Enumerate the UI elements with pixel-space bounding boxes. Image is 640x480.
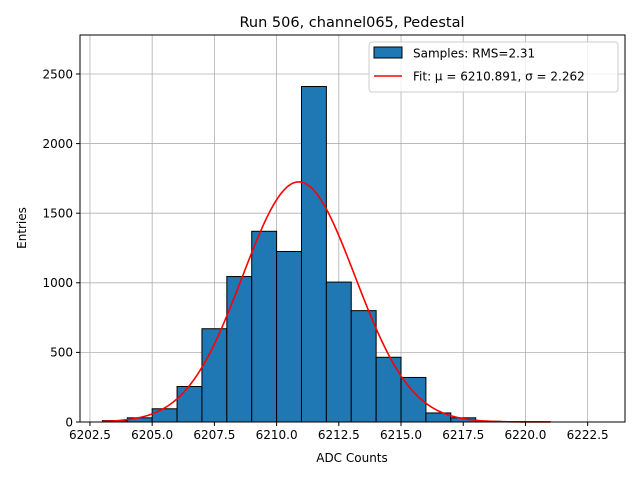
- legend-box: [368, 41, 619, 93]
- grid: [80, 35, 625, 423]
- histogram-bar-8: [300, 86, 327, 423]
- histogram-bar-2: [151, 408, 178, 423]
- x-tick-label-1: 6205.0: [131, 428, 173, 442]
- x-tick-label-8: 6222.5: [567, 428, 609, 442]
- y-axis-ticks: 0 500 1000 1500 2000 2500: [42, 67, 80, 429]
- y-tick-label-5: 2500: [42, 67, 73, 81]
- y-axis-label: Entries: [15, 207, 29, 249]
- x-axis-label: ADC Counts: [316, 451, 388, 465]
- legend: Samples: RMS=2.31 Fit: μ = 6210.891, σ =…: [368, 41, 619, 93]
- histogram-bars: [101, 86, 551, 423]
- x-tick-label-7: 6220.0: [504, 428, 546, 442]
- histogram-bar-6: [251, 230, 278, 423]
- legend-fit-label: Fit: μ = 6210.891, σ = 2.262: [413, 70, 585, 84]
- y-tick-label-0: 0: [65, 415, 73, 429]
- x-axis-ticks: 6202.5 6205.0 6207.5 6210.0 6212.5 6215.0 6217…: [69, 422, 609, 442]
- legend-histogram-swatch: [373, 46, 403, 59]
- x-tick-label-0: 6202.5: [69, 428, 111, 442]
- histogram-bar-11: [375, 356, 402, 423]
- histogram-bar-5: [226, 276, 253, 423]
- y-tick-label-4: 2000: [42, 137, 73, 151]
- x-tick-label-2: 6207.5: [193, 428, 235, 442]
- histogram-bar-10: [350, 310, 377, 423]
- x-tick-label-5: 6215.0: [380, 428, 422, 442]
- x-tick-label-6: 6217.5: [442, 428, 484, 442]
- chart-title: Run 506, channel065, Pedestal: [239, 15, 464, 31]
- y-tick-label-1: 500: [50, 346, 73, 360]
- x-tick-label-4: 6212.5: [318, 428, 360, 442]
- histogram-bar-9: [325, 281, 352, 423]
- x-tick-label-3: 6210.0: [256, 428, 298, 442]
- plot-frame: [79, 34, 626, 423]
- y-tick-label-3: 1500: [42, 206, 73, 220]
- histogram-bar-7: [276, 250, 302, 423]
- histogram-bar-3: [176, 386, 203, 423]
- fit-curve: [102, 181, 551, 423]
- legend-histogram-label: Samples: RMS=2.31: [413, 47, 535, 61]
- y-tick-label-2: 1000: [42, 276, 73, 290]
